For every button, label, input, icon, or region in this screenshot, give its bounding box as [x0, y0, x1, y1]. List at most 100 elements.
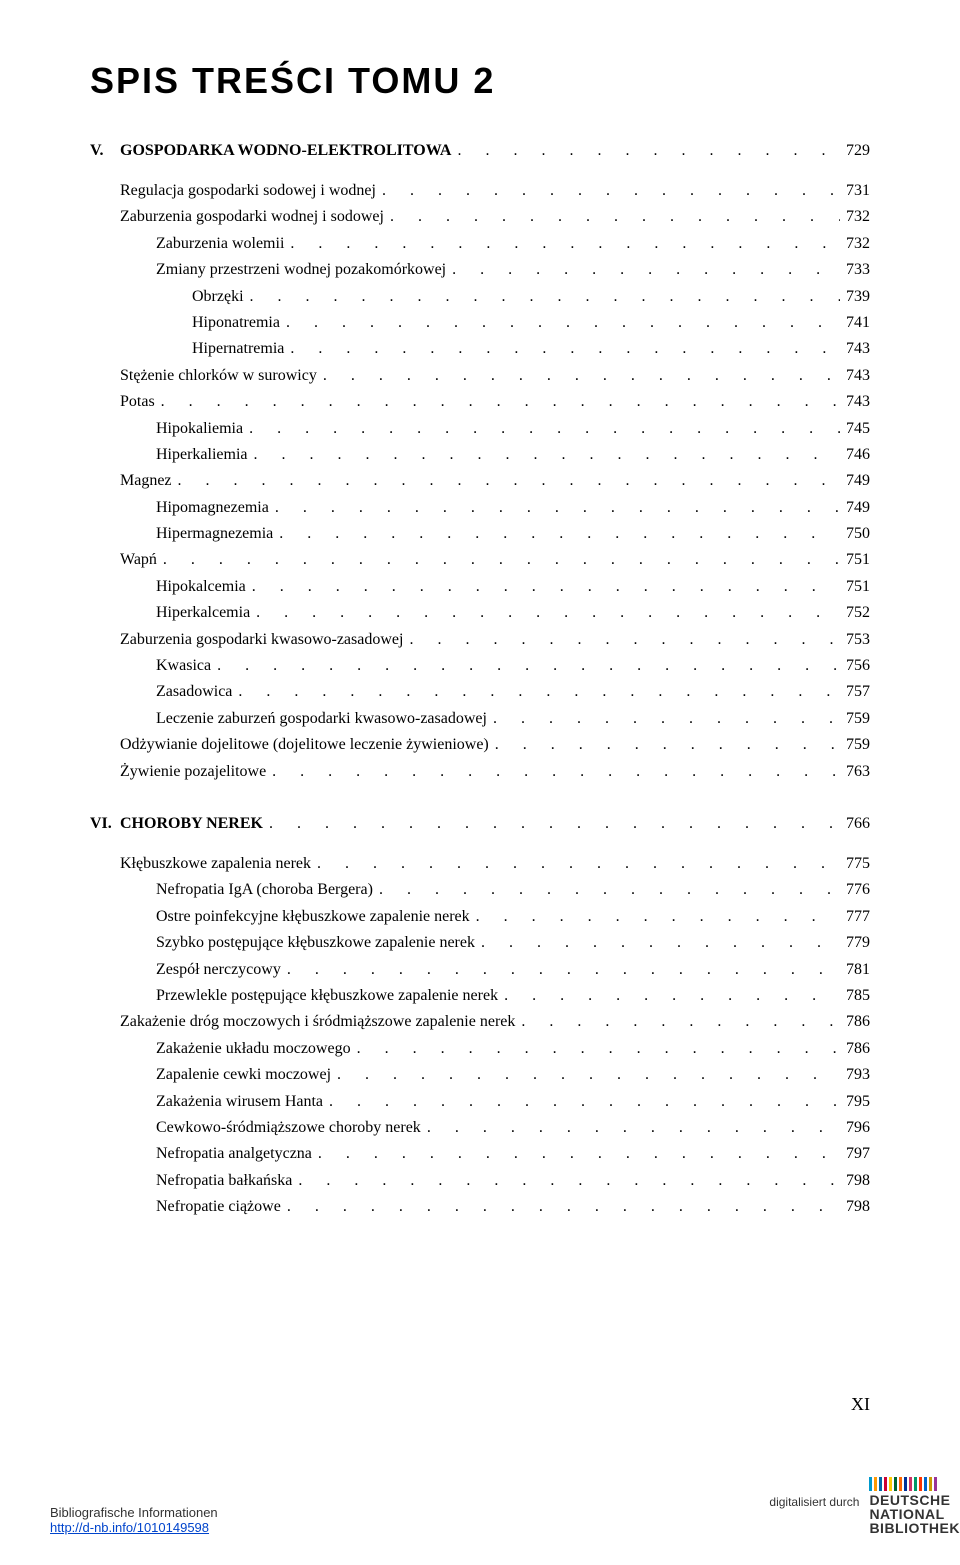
dot-leader: . . . . . . . . . . . . . . . . . . . . …	[249, 416, 840, 442]
dnb-logo-text-2: NATIONAL	[869, 1507, 944, 1521]
dnb-bar	[904, 1477, 907, 1491]
toc-label: Hipokalcemia	[156, 574, 246, 600]
section-title: GOSPODARKA WODNO-ELEKTROLITOWA	[120, 142, 451, 160]
toc-entry: Zakażenie układu moczowego. . . . . . . …	[90, 1036, 870, 1062]
toc-entry: Obrzęki. . . . . . . . . . . . . . . . .…	[90, 284, 870, 310]
toc-label: Hiponatremia	[192, 310, 280, 336]
toc-page: 793	[846, 1062, 870, 1088]
toc-page: 796	[846, 1115, 870, 1141]
dot-leader: . . . . . . . . . . . . . . . . . . . . …	[457, 142, 840, 160]
toc-entry: Magnez. . . . . . . . . . . . . . . . . …	[90, 468, 870, 494]
dot-leader: . . . . . . . . . . . . . . . . . . . . …	[357, 1036, 840, 1062]
toc-label: Zespół nerczycowy	[156, 957, 281, 983]
dot-leader: . . . . . . . . . . . . . . . . . . . . …	[379, 877, 840, 903]
dot-leader: . . . . . . . . . . . . . . . . . . . . …	[286, 310, 840, 336]
toc-entry: Zakażenie dróg moczowych i śródmiąższowe…	[90, 1009, 870, 1035]
dnb-bar	[869, 1477, 872, 1491]
dnb-bar	[924, 1477, 927, 1491]
dot-leader: . . . . . . . . . . . . . . . . . . . . …	[493, 706, 840, 732]
dnb-bar	[874, 1477, 877, 1491]
toc-label: Potas	[120, 389, 155, 415]
toc-entry: Zmiany przestrzeni wodnej pozakomórkowej…	[90, 257, 870, 283]
dnb-logo-bars	[869, 1477, 937, 1491]
toc-label: Hipermagnezemia	[156, 521, 273, 547]
dot-leader: . . . . . . . . . . . . . . . . . . . . …	[290, 231, 840, 257]
toc-page: 743	[846, 336, 870, 362]
toc-label: Zaburzenia gospodarki kwasowo-zasadowej	[120, 627, 403, 653]
dot-leader: . . . . . . . . . . . . . . . . . . . . …	[252, 574, 840, 600]
toc-label: Nefropatia analgetyczna	[156, 1141, 312, 1167]
toc-entry: Hipokaliemia. . . . . . . . . . . . . . …	[90, 416, 870, 442]
dot-leader: . . . . . . . . . . . . . . . . . . . . …	[318, 1141, 840, 1167]
toc-entry: Zasadowica. . . . . . . . . . . . . . . …	[90, 679, 870, 705]
toc-page: 749	[846, 468, 870, 494]
toc-entry: Przewlekle postępujące kłębuszkowe zapal…	[90, 983, 870, 1009]
dot-leader: . . . . . . . . . . . . . . . . . . . . …	[161, 389, 840, 415]
dnb-logo: DEUTSCHE NATIONAL BIBLIOTHEK	[869, 1477, 960, 1535]
toc-page: 739	[846, 284, 870, 310]
dnb-bar	[879, 1477, 882, 1491]
toc-page: 753	[846, 627, 870, 653]
dot-leader: . . . . . . . . . . . . . . . . . . . . …	[329, 1089, 840, 1115]
bibliographic-label: Bibliografische Informationen	[50, 1505, 218, 1520]
footer-link[interactable]: http://d-nb.info/1010149598	[50, 1520, 209, 1535]
dot-leader: . . . . . . . . . . . . . . . . . . . . …	[521, 1009, 840, 1035]
toc-label: Nefropatia bałkańska	[156, 1168, 292, 1194]
toc-entry: Ostre poinfekcyjne kłębuszkowe zapalenie…	[90, 904, 870, 930]
toc-entry: Hiponatremia. . . . . . . . . . . . . . …	[90, 310, 870, 336]
toc-label: Szybko postępujące kłębuszkowe zapalenie…	[156, 930, 475, 956]
toc-entry: Hiperkalcemia. . . . . . . . . . . . . .…	[90, 600, 870, 626]
dot-leader: . . . . . . . . . . . . . . . . . . . . …	[337, 1062, 840, 1088]
toc-page: 781	[846, 957, 870, 983]
dot-leader: . . . . . . . . . . . . . . . . . . . . …	[272, 759, 840, 785]
toc-label: Zakażenie dróg moczowych i śródmiąższowe…	[120, 1009, 515, 1035]
toc-page: 763	[846, 759, 870, 785]
toc-entry: Żywienie pozajelitowe. . . . . . . . . .…	[90, 759, 870, 785]
digitized-label: digitalisiert durch	[769, 1495, 859, 1509]
dnb-bar	[899, 1477, 902, 1491]
toc-entry: Nefropatie ciążowe. . . . . . . . . . . …	[90, 1194, 870, 1220]
dot-leader: . . . . . . . . . . . . . . . . . . . . …	[275, 495, 840, 521]
section-number: VI.	[90, 815, 120, 833]
toc-entry: Nefropatia IgA (choroba Bergera). . . . …	[90, 877, 870, 903]
toc-label: Nefropatie ciążowe	[156, 1194, 281, 1220]
toc-entry: Stężenie chlorków w surowicy. . . . . . …	[90, 363, 870, 389]
toc-page: 776	[846, 877, 870, 903]
section-number: V.	[90, 142, 120, 160]
dot-leader: . . . . . . . . . . . . . . . . . . . . …	[504, 983, 840, 1009]
dot-leader: . . . . . . . . . . . . . . . . . . . . …	[290, 336, 840, 362]
toc-entry: Hipermagnezemia. . . . . . . . . . . . .…	[90, 521, 870, 547]
toc-label: Wapń	[120, 547, 157, 573]
toc-entry: Hiperkaliemia. . . . . . . . . . . . . .…	[90, 442, 870, 468]
toc-entry: Szybko postępujące kłębuszkowe zapalenie…	[90, 930, 870, 956]
toc-label: Obrzęki	[192, 284, 244, 310]
toc-page: 746	[846, 442, 870, 468]
dot-leader: . . . . . . . . . . . . . . . . . . . . …	[256, 600, 840, 626]
dot-leader: . . . . . . . . . . . . . . . . . . . . …	[390, 204, 840, 230]
toc-label: Hipokaliemia	[156, 416, 243, 442]
dot-leader: . . . . . . . . . . . . . . . . . . . . …	[217, 653, 840, 679]
toc-label: Hipernatremia	[192, 336, 284, 362]
section-page: 729	[846, 142, 870, 160]
toc-entry: Kłębuszkowe zapalenia nerek. . . . . . .…	[90, 851, 870, 877]
toc-label: Leczenie zaburzeń gospodarki kwasowo-zas…	[156, 706, 487, 732]
toc-page: 797	[846, 1141, 870, 1167]
toc-page: 779	[846, 930, 870, 956]
toc-label: Kłębuszkowe zapalenia nerek	[120, 851, 311, 877]
page-number: XI	[851, 1394, 870, 1415]
toc-entry: Hipernatremia. . . . . . . . . . . . . .…	[90, 336, 870, 362]
toc-entry: Nefropatia bałkańska. . . . . . . . . . …	[90, 1168, 870, 1194]
dot-leader: . . . . . . . . . . . . . . . . . . . . …	[409, 627, 840, 653]
toc-label: Zakażenia wirusem Hanta	[156, 1089, 323, 1115]
toc-label: Regulacja gospodarki sodowej i wodnej	[120, 178, 376, 204]
toc-label: Zaburzenia gospodarki wodnej i sodowej	[120, 204, 384, 230]
toc-label: Żywienie pozajelitowe	[120, 759, 266, 785]
toc-page: 751	[846, 574, 870, 600]
toc-entry: Hipokalcemia. . . . . . . . . . . . . . …	[90, 574, 870, 600]
footer-right: digitalisiert durch DEUTSCHE NATIONAL BI…	[769, 1477, 960, 1535]
toc-label: Kwasica	[156, 653, 211, 679]
toc-entry: Regulacja gospodarki sodowej i wodnej. .…	[90, 178, 870, 204]
footer: Bibliografische Informationen http://d-n…	[50, 1477, 960, 1535]
toc-page: 741	[846, 310, 870, 336]
dot-leader: . . . . . . . . . . . . . . . . . . . . …	[382, 178, 840, 204]
